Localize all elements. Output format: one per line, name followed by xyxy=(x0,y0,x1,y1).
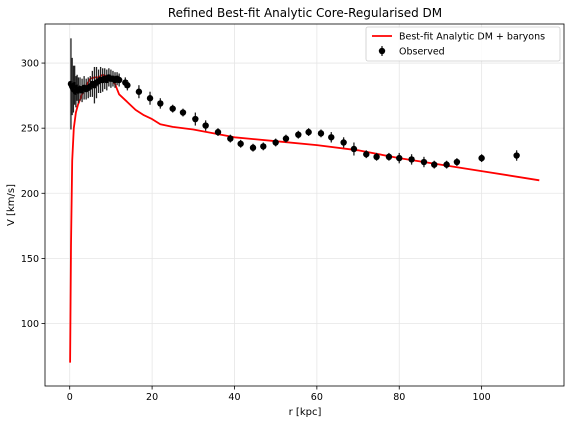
x-tick-label: 100 xyxy=(473,392,491,403)
observed-point xyxy=(373,153,380,161)
legend-box xyxy=(365,26,561,62)
observed-point xyxy=(227,135,234,142)
y-tick-label: 250 xyxy=(21,124,39,135)
observed-point xyxy=(305,128,312,136)
y-tick-label: 300 xyxy=(21,59,39,70)
axes-frame xyxy=(44,23,565,387)
observed-point xyxy=(260,143,267,150)
y-tick-label: 200 xyxy=(21,189,39,200)
observed-point xyxy=(350,145,358,153)
x-tick-label: 80 xyxy=(393,392,405,403)
observed-point xyxy=(317,130,325,137)
observed-point xyxy=(328,134,335,141)
observed-point xyxy=(408,156,415,163)
observed-point xyxy=(124,82,131,89)
observed-point xyxy=(443,161,450,168)
observed-point xyxy=(420,158,428,166)
legend-observed-label: Observed xyxy=(399,47,445,58)
observed-point xyxy=(513,152,520,159)
observed-point xyxy=(478,154,485,162)
y-axis: 100 150 200 250 300 xyxy=(21,59,45,330)
observed-point xyxy=(295,131,302,138)
observed-point xyxy=(237,140,244,147)
observed-point xyxy=(396,154,403,162)
observed-point xyxy=(115,76,123,84)
observed-point xyxy=(179,109,187,116)
observed-point xyxy=(340,139,347,146)
x-tick-label: 40 xyxy=(228,392,240,403)
observed-point xyxy=(431,161,438,168)
x-tick-label: 20 xyxy=(146,392,158,403)
observed-point xyxy=(214,128,222,136)
x-tick-label: 60 xyxy=(311,392,323,403)
observed-point xyxy=(157,100,164,107)
observed-point xyxy=(192,115,199,123)
y-tick-label: 150 xyxy=(21,254,39,265)
observed-point xyxy=(135,88,143,95)
legend-observed-swatch xyxy=(378,46,386,56)
y-axis-label: V [km/s] xyxy=(6,184,17,226)
observed-point xyxy=(146,95,154,102)
x-axis: 0 20 40 60 80 100 xyxy=(67,386,491,403)
model-line xyxy=(69,73,540,363)
x-tick-label: 0 xyxy=(67,392,73,403)
y-tick-label: 100 xyxy=(21,319,39,330)
model-line-layer xyxy=(69,73,540,363)
observed-point xyxy=(453,158,461,166)
observed-point xyxy=(363,151,370,158)
grid xyxy=(45,24,564,386)
chart-title: Refined Best-fit Analytic Core-Regularis… xyxy=(168,6,442,20)
observed-point xyxy=(202,122,209,129)
legend-point xyxy=(378,47,386,55)
legend-model-label: Best-fit Analytic DM + baryons xyxy=(399,32,545,43)
observed-points-layer xyxy=(67,38,520,169)
x-axis-label: r [kpc] xyxy=(289,407,322,418)
legend: Best-fit Analytic DM + baryons Observed xyxy=(365,26,561,62)
observed-point xyxy=(282,135,290,142)
observed-point xyxy=(272,139,279,146)
observed-point xyxy=(249,144,257,151)
observed-point xyxy=(385,153,393,161)
observed-point xyxy=(169,105,176,112)
